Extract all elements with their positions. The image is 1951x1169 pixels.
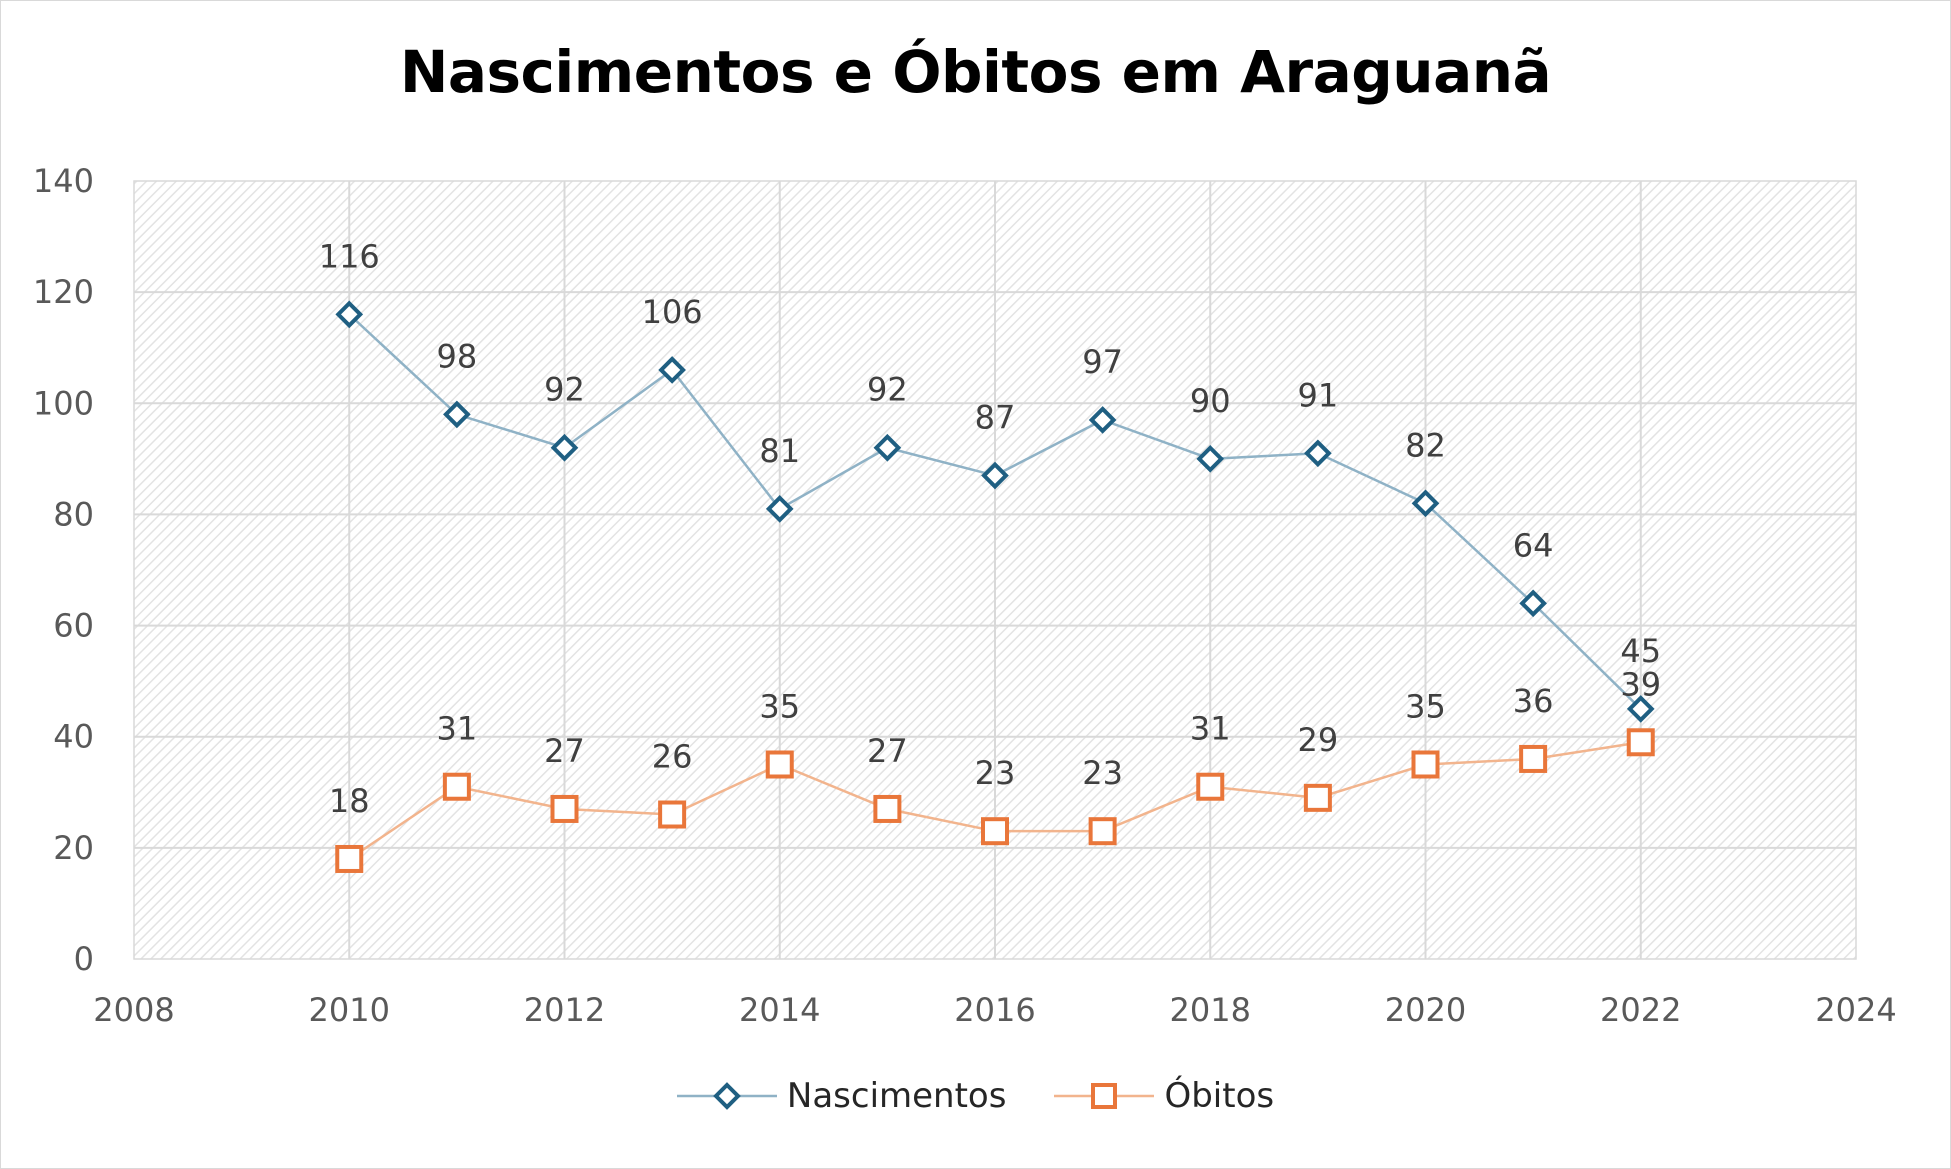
obitos-point [550, 794, 579, 823]
obitos-point [1519, 744, 1548, 773]
obitos-data-label: 23 [975, 754, 1016, 792]
x-tick-label: 2020 [1385, 991, 1466, 1029]
obitos-point [1088, 817, 1117, 846]
legend: Nascimentos Óbitos [0, 1076, 1951, 1116]
obitos-data-label: 35 [1405, 688, 1446, 726]
nascimentos-point [1304, 439, 1332, 468]
nascimentos-data-label: 97 [1082, 343, 1123, 381]
nascimentos-point [873, 433, 902, 462]
nascimentos-point [1196, 445, 1225, 473]
y-tick-label: 20 [53, 829, 94, 867]
legend-item-nascimentos[interactable]: Nascimentos [676, 1076, 1007, 1116]
x-tick-label: 2008 [93, 991, 174, 1029]
obitos-data-label: 39 [1620, 665, 1661, 703]
nascimentos-point [1411, 489, 1440, 518]
obitos-data-label: 27 [544, 732, 585, 770]
y-tick-label: 80 [53, 495, 94, 533]
obitos-data-label: 23 [1082, 754, 1123, 792]
nascimentos-point [550, 433, 579, 462]
legend-item-obitos[interactable]: Óbitos [1054, 1076, 1274, 1116]
nascimentos-data-label: 91 [1298, 376, 1339, 414]
nascimentos-data-label: 64 [1513, 526, 1554, 564]
nascimentos-data-label: 45 [1620, 632, 1661, 670]
y-tick-label: 0 [74, 940, 94, 978]
nascimentos-point [443, 400, 471, 429]
obitos-data-label: 26 [652, 738, 693, 776]
obitos-data-label: 35 [759, 688, 800, 726]
nascimentos-point [335, 300, 364, 329]
obitos-point [442, 772, 471, 801]
nascimentos-data-label: 90 [1190, 382, 1231, 420]
nascimentos-data-label: 92 [867, 371, 908, 409]
y-tick-label: 120 [33, 273, 94, 311]
obitos-point [1626, 728, 1655, 757]
x-tick-label: 2018 [1170, 991, 1251, 1029]
obitos-point [765, 750, 794, 779]
obitos-data-label: 31 [437, 710, 478, 748]
nascimentos-point [1088, 406, 1117, 434]
x-tick-label: 2022 [1600, 991, 1681, 1029]
nascimentos-data-label: 81 [759, 432, 800, 470]
square-marker-icon [1054, 1083, 1155, 1109]
legend-marker [713, 1082, 741, 1110]
nascimentos-data-label: 98 [437, 337, 478, 375]
obitos-data-label: 18 [329, 782, 370, 820]
legend-marker [1091, 1083, 1118, 1109]
obitos-point [1196, 772, 1225, 801]
y-tick-label: 140 [33, 162, 94, 200]
x-tick-label: 2014 [739, 991, 820, 1029]
nascimentos-data-label: 87 [975, 399, 1016, 437]
obitos-data-label: 31 [1190, 710, 1231, 748]
obitos-point [981, 817, 1009, 846]
obitos-point [1411, 750, 1440, 779]
x-tick-label: 2012 [524, 991, 605, 1029]
x-tick-label: 2024 [1815, 991, 1896, 1029]
x-tick-label: 2016 [954, 991, 1035, 1029]
nascimentos-data-label: 82 [1405, 426, 1446, 464]
nascimentos-point [1519, 589, 1547, 618]
obitos-data-label: 29 [1298, 721, 1339, 759]
chart-title: Nascimentos e Óbitos em Araguanã [399, 38, 1552, 106]
nascimentos-point [765, 495, 794, 523]
obitos-data-label: 36 [1513, 682, 1554, 720]
x-tick-label: 2010 [309, 991, 390, 1029]
legend-label-obitos: Óbitos [1164, 1076, 1275, 1116]
y-tick-label: 100 [33, 384, 94, 422]
obitos-point [873, 794, 902, 823]
nascimentos-data-label: 92 [544, 371, 585, 409]
y-tick-label: 60 [53, 607, 94, 645]
nascimentos-data-label: 106 [642, 293, 703, 331]
obitos-point [335, 844, 364, 873]
nascimentos-point [658, 356, 686, 384]
legend-label-nascimentos: Nascimentos [786, 1076, 1007, 1116]
nascimentos-data-label: 116 [319, 237, 380, 275]
obitos-point [1303, 783, 1332, 812]
nascimentos-point [981, 461, 1009, 490]
obitos-point [658, 800, 687, 829]
nascimentos-point [1626, 695, 1655, 723]
y-tick-label: 40 [53, 718, 94, 756]
diamond-marker-icon [676, 1082, 777, 1110]
obitos-data-label: 27 [867, 732, 908, 770]
